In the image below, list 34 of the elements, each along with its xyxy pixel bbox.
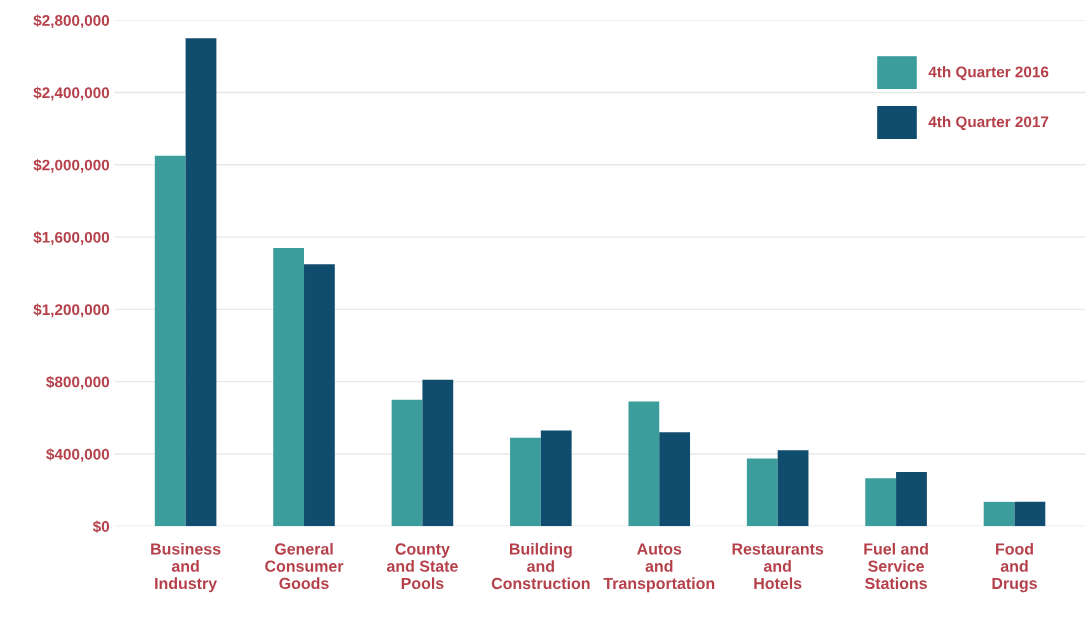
- bar: [185, 38, 217, 527]
- legend-label: 4th Quarter 2017: [928, 115, 1049, 131]
- bar: [659, 432, 691, 527]
- x-tick-label: General Consumer Goods: [265, 542, 344, 590]
- x-tick-label: Autos and Transportation: [603, 543, 715, 593]
- bar: [540, 430, 572, 527]
- y-tick-label: $2,400,000: [33, 86, 110, 101]
- bar: [865, 478, 897, 527]
- bar: [304, 264, 335, 527]
- bar: [273, 247, 305, 527]
- y-tick-label: $2,000,000: [33, 158, 110, 173]
- bar: [1014, 501, 1046, 527]
- bar: [510, 437, 541, 527]
- bar: [628, 401, 660, 527]
- y-tick-label: $0: [92, 520, 110, 533]
- x-tick-label: Business and Industry: [151, 542, 221, 593]
- bar: [896, 472, 927, 527]
- y-tick-label: $1,600,000: [33, 231, 110, 245]
- legend-label: 4th Quarter 2016: [928, 66, 1049, 81]
- bar: [746, 458, 778, 527]
- x-tick-label: Fuel and Service Stations: [864, 542, 928, 590]
- bar: [422, 379, 454, 527]
- x-tick-label: County and State Pools: [386, 543, 458, 590]
- x-tick-label: Restaurants and Hotels: [732, 543, 824, 590]
- x-tick-label: Food and Drugs: [992, 542, 1037, 593]
- bar: [154, 155, 186, 527]
- y-tick-label: $1,200,000: [33, 303, 110, 318]
- y-tick-label: $2,800,000: [33, 14, 110, 29]
- bar: [391, 399, 423, 527]
- bar: [777, 450, 809, 527]
- bar: [983, 501, 1015, 527]
- y-tick-label: $800,000: [46, 375, 110, 390]
- y-tick-label: $400,000: [46, 448, 110, 462]
- x-tick-label: Building and Construction: [491, 542, 590, 590]
